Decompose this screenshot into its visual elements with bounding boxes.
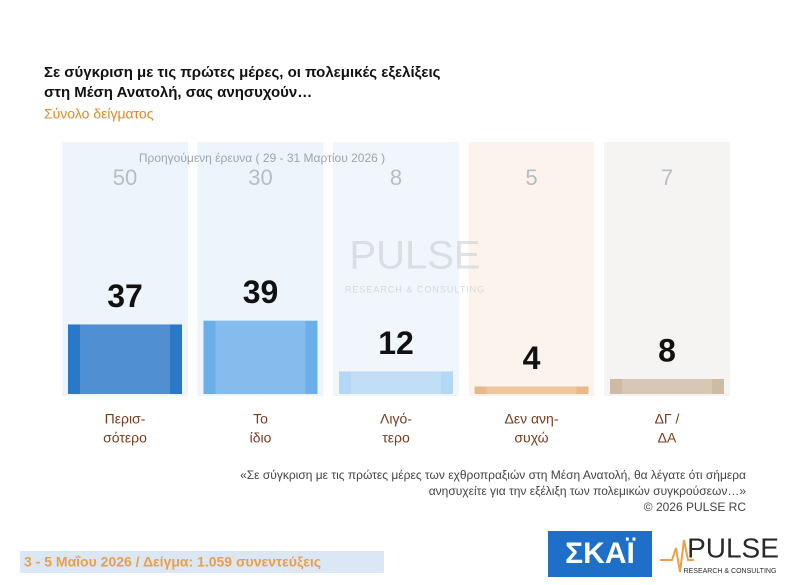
logo-right-tagline: RESEARCH & CONSULTING	[684, 568, 777, 575]
column-panel	[468, 142, 595, 396]
watermark: PULSE	[349, 234, 480, 278]
value-label: 4	[523, 340, 541, 376]
logo-left: ΣΚΑΪ	[565, 537, 635, 570]
bar-highlight	[215, 320, 306, 394]
value-label: 39	[243, 274, 279, 310]
previous-value: 5	[525, 165, 537, 190]
bar	[68, 324, 182, 394]
watermark-tagline: RESEARCH & CONSULTING	[345, 284, 485, 294]
category-label: Λιγό-	[380, 411, 412, 427]
logo-right: PULSE	[687, 532, 779, 563]
column-panel	[604, 142, 730, 396]
footnote: «Σε σύγκριση με τις πρώτες μέρες των εχθ…	[240, 468, 746, 482]
previous-value: 8	[390, 165, 402, 190]
value-label: 8	[658, 332, 676, 368]
title: στη Μέση Ανατολή, σας ανησυχούν…	[44, 84, 312, 101]
bar	[339, 371, 453, 394]
bar	[203, 320, 318, 394]
category-label: σότερο	[103, 430, 147, 446]
logo-left-box	[548, 531, 652, 577]
bar-highlight	[80, 324, 170, 394]
footer-band	[20, 551, 384, 573]
category-label: ίδιο	[250, 430, 272, 446]
previous-value: 50	[113, 165, 137, 190]
title: Σε σύγκριση με τις πρώτες μέρες, οι πολε…	[44, 64, 441, 81]
category-label: Δεν ανη-	[504, 411, 558, 427]
category-label: ΔΑ	[658, 430, 677, 446]
category-label: Περισ-	[105, 411, 146, 427]
bar	[474, 386, 589, 394]
category-label: Το	[253, 411, 268, 427]
footnote: ανησυχείτε για την εξέλιξη των πολεμικών…	[429, 484, 747, 498]
bar-highlight	[622, 378, 712, 394]
survey-info: 3 - 5 Μαΐου 2026 / Δείγμα: 1.059 συνεντε…	[24, 554, 321, 570]
previous-value: 30	[248, 165, 272, 190]
bar-highlight	[486, 386, 577, 394]
column-panel	[333, 142, 459, 396]
value-label: 12	[378, 325, 414, 361]
logo-pulse-line	[660, 539, 694, 573]
category-label: ΔΓ /	[655, 411, 680, 427]
value-label: 37	[107, 278, 143, 314]
subtitle: Σύνολο δείγματος	[44, 106, 154, 122]
bar-highlight	[351, 371, 441, 394]
category-label: συχώ	[514, 430, 548, 446]
previous-survey-label: Προηγούμενη έρευνα ( 29 - 31 Μαρτίου 202…	[139, 151, 385, 165]
bar	[610, 378, 724, 394]
previous-value: 7	[661, 165, 673, 190]
copyright: © 2026 PULSE RC	[644, 500, 747, 514]
category-label: τερο	[382, 430, 410, 446]
